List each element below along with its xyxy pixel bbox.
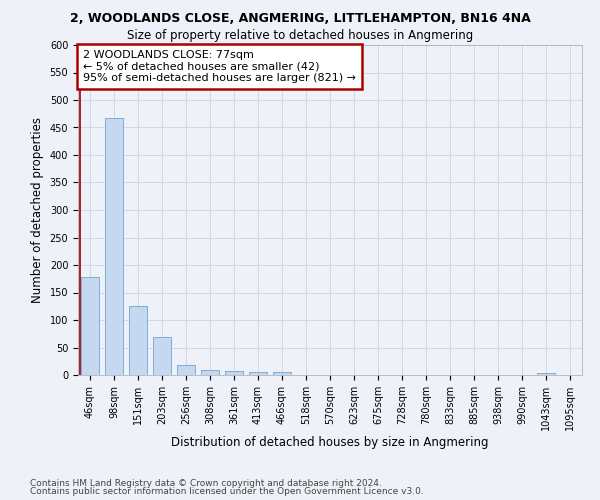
X-axis label: Distribution of detached houses by size in Angmering: Distribution of detached houses by size … (171, 436, 489, 448)
Y-axis label: Number of detached properties: Number of detached properties (31, 117, 44, 303)
Bar (273, 372, 291, 375)
Text: Contains HM Land Registry data © Crown copyright and database right 2024.: Contains HM Land Registry data © Crown c… (30, 478, 382, 488)
Bar (129, 306, 147, 375)
Bar (153, 336, 171, 375)
Bar (177, 365, 195, 375)
Text: Contains public sector information licensed under the Open Government Licence v3: Contains public sector information licen… (30, 487, 424, 496)
Text: 2 WOODLANDS CLOSE: 77sqm
← 5% of detached houses are smaller (42)
95% of semi-de: 2 WOODLANDS CLOSE: 77sqm ← 5% of detache… (83, 50, 356, 83)
Bar (249, 372, 267, 375)
Bar (81, 277, 99, 375)
Text: 2, WOODLANDS CLOSE, ANGMERING, LITTLEHAMPTON, BN16 4NA: 2, WOODLANDS CLOSE, ANGMERING, LITTLEHAM… (70, 12, 530, 26)
Bar (201, 370, 219, 375)
Text: Size of property relative to detached houses in Angmering: Size of property relative to detached ho… (127, 28, 473, 42)
Bar (225, 371, 243, 375)
Bar (105, 118, 123, 375)
Bar (537, 374, 555, 375)
